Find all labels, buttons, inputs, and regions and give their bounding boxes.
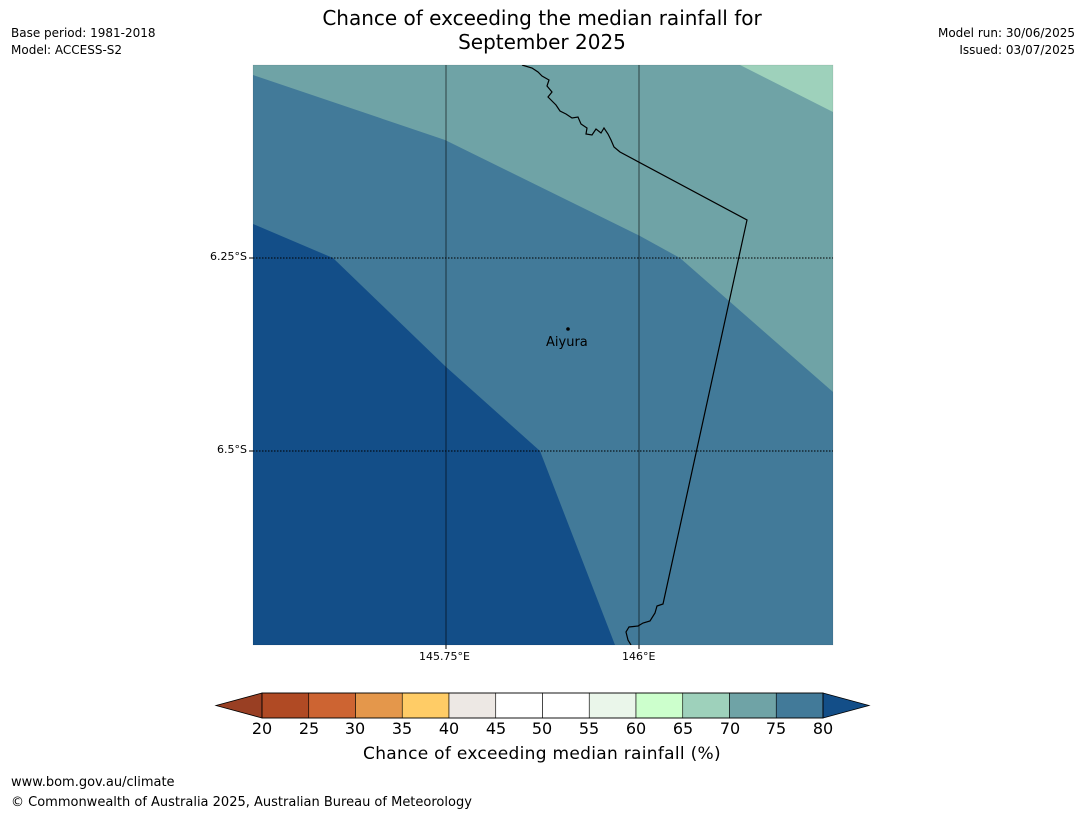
colorbar-label: Chance of exceeding median rainfall (%) [363,744,721,764]
map-frame [252,64,834,646]
aiyura-marker [566,327,570,331]
colorbar-tick: 70 [719,719,741,738]
colorbar-tick: 45 [485,719,507,738]
longitude-label-146: 146°E [622,650,656,663]
colorbar [214,692,871,719]
colorbar-segment [588,692,637,719]
colorbar-segment [729,692,777,719]
colorbar-tick: 20 [251,719,273,738]
colorbar-tick: 55 [578,719,600,738]
colorbar-outline [261,692,824,719]
colorbar-tick: 60 [625,719,647,738]
map-title: Chance of exceeding the median rainfall … [242,6,842,54]
footer-url: www.bom.gov.au/climate [11,775,175,790]
colorbar-tick: 75 [765,719,787,738]
colorbar-tick: 80 [812,719,834,738]
latitude-label-6-5: 6.5°S [217,443,247,456]
metadata-right: Model run: 30/06/2025 Issued: 03/07/2025 [938,25,1075,59]
colorbar-tick: 40 [438,719,460,738]
colorbar-segment [635,692,684,719]
model-name: Model: ACCESS-S2 [11,43,123,57]
title-line-1: Chance of exceeding the median rainfall … [322,6,762,30]
colorbar-segment [775,692,824,719]
place-label-aiyura: Aiyura [546,335,588,350]
zone-above-80 [253,224,615,645]
zone-65-70 [740,65,833,112]
colorbar-over-arrow [822,692,871,719]
colorbar-segment [401,692,450,719]
colorbar-segment [308,692,356,719]
colorbar-tick: 25 [298,719,320,738]
latitude-label-6-25: 6.25°S [210,250,247,263]
colorbar-segment [448,692,497,719]
colorbar-segments [261,692,824,719]
longitude-label-145-75: 145.75°E [419,650,470,663]
base-period: Base period: 1981-2018 [11,26,156,40]
footer-copyright: © Commonwealth of Australia 2025, Austra… [11,795,472,810]
colorbar-segment [355,692,403,719]
colorbar-tick: 30 [344,719,366,738]
colorbar-segment [261,692,310,719]
colorbar-segment [542,692,590,719]
colorbar-tick: 35 [391,719,413,738]
colorbar-segment [495,692,543,719]
colorbar-tick: 50 [531,719,553,738]
colorbar-tick: 65 [672,719,694,738]
colorbar-under-arrow [214,692,263,719]
issued-date: Issued: 03/07/2025 [959,43,1075,57]
metadata-left: Base period: 1981-2018 Model: ACCESS-S2 [11,25,156,59]
title-line-2: September 2025 [458,30,626,54]
colorbar-segment [682,692,730,719]
province-border [521,65,748,645]
model-run: Model run: 30/06/2025 [937,26,1075,40]
